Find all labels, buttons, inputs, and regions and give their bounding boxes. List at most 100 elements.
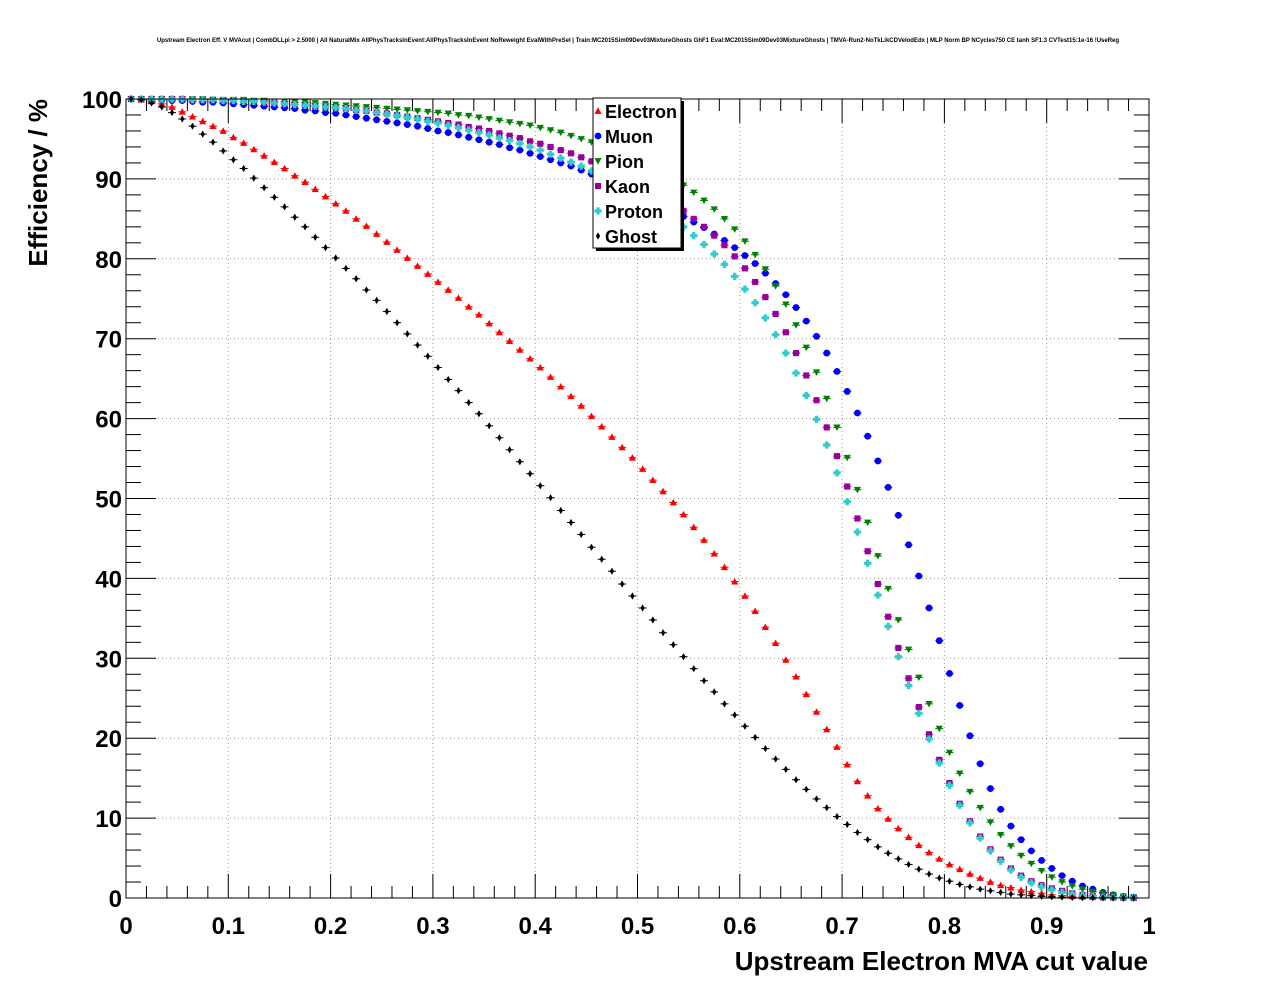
data-point [782, 329, 789, 336]
data-point [793, 776, 799, 784]
data-point [935, 759, 943, 767]
data-point [465, 133, 473, 141]
data-point [854, 515, 861, 522]
data-point [720, 215, 729, 223]
data-point [1059, 893, 1065, 901]
data-point [669, 498, 677, 506]
data-point [587, 412, 596, 420]
data-point [413, 115, 422, 123]
data-point [302, 223, 308, 231]
data-point [291, 100, 299, 109]
data-point [413, 262, 422, 269]
data-point [221, 147, 226, 155]
data-point [332, 104, 340, 112]
data-point [434, 278, 442, 285]
data-point [557, 383, 565, 390]
data-point [393, 106, 401, 113]
data-point [516, 135, 523, 142]
data-point [875, 843, 881, 851]
data-point [280, 100, 289, 108]
chart-title: Upstream Electron Eff. V MVAcut | CombDL… [157, 38, 1119, 44]
data-point [935, 855, 943, 862]
data-point [527, 138, 534, 145]
data-point [986, 847, 995, 855]
data-point [945, 860, 954, 868]
data-point [506, 132, 513, 139]
data-point [957, 880, 962, 889]
data-point [466, 399, 471, 407]
legend-marker [594, 182, 602, 190]
data-point [782, 349, 790, 357]
data-point [1038, 857, 1046, 864]
data-point [465, 303, 473, 310]
data-point [393, 119, 401, 127]
data-point [149, 99, 154, 107]
data-point [853, 777, 862, 785]
axis-ticks [125, 98, 1150, 899]
data-point [937, 874, 942, 882]
data-point [608, 433, 616, 440]
data-point [741, 592, 749, 599]
data-point [874, 553, 882, 560]
data-point [812, 369, 821, 376]
data-point [495, 328, 503, 336]
data-point [681, 653, 686, 661]
data-point [1037, 867, 1046, 875]
data-point [885, 613, 892, 620]
data-point [219, 96, 227, 105]
data-point [833, 743, 841, 750]
data-point [403, 107, 411, 114]
data-point [567, 158, 575, 166]
data-point [884, 483, 892, 491]
data-point [403, 121, 411, 128]
data-point [362, 222, 371, 229]
data-point [333, 254, 338, 262]
data-point [864, 519, 872, 527]
data-point [311, 107, 319, 115]
data-point [843, 388, 851, 395]
data-point [403, 254, 411, 261]
data-point [660, 629, 666, 637]
x-tick-label: 0.1 [212, 913, 245, 940]
data-point [1017, 873, 1025, 881]
data-point [567, 150, 575, 157]
legend-marker [595, 232, 601, 240]
data-point [1027, 888, 1035, 895]
data-point [772, 310, 779, 317]
data-point [710, 206, 718, 213]
legend-marker [594, 107, 602, 114]
data-point [485, 131, 493, 139]
data-point [291, 172, 299, 179]
data-point [231, 156, 236, 164]
data-point [188, 96, 197, 104]
data-point [506, 119, 514, 126]
data-point [710, 550, 718, 557]
data-point [587, 167, 596, 175]
data-point [1017, 836, 1025, 844]
data-point [362, 107, 371, 115]
data-point [495, 117, 503, 125]
data-point [997, 881, 1005, 889]
data-point [311, 102, 319, 110]
data-point [506, 136, 514, 145]
data-point [1017, 886, 1025, 893]
data-point [1089, 888, 1097, 896]
data-point [904, 646, 913, 654]
data-point [884, 622, 892, 630]
data-point [772, 331, 780, 339]
data-point [465, 126, 473, 134]
data-point [630, 592, 635, 600]
data-point [925, 848, 933, 856]
data-point [700, 536, 708, 543]
data-point [485, 138, 493, 146]
data-point [456, 387, 461, 395]
data-point [577, 166, 585, 174]
data-point [292, 213, 297, 221]
x-tick-label: 0.4 [519, 913, 553, 940]
data-point [240, 139, 248, 146]
data-point [446, 375, 451, 384]
data-point [761, 269, 769, 277]
data-point [885, 849, 891, 857]
data-point [383, 105, 391, 113]
